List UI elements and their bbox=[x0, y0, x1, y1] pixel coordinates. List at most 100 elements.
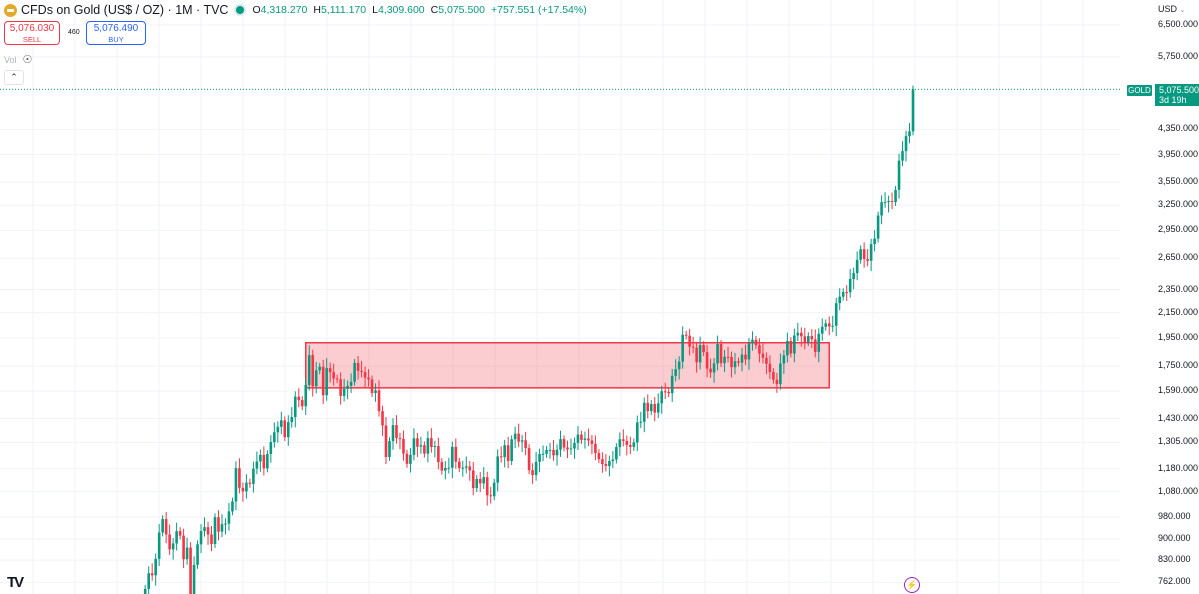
candle-body bbox=[356, 362, 360, 371]
candle-body bbox=[489, 495, 493, 497]
candle-body bbox=[590, 440, 594, 444]
candle-body bbox=[496, 456, 499, 483]
candle-body bbox=[908, 131, 911, 137]
candle-body bbox=[883, 202, 887, 204]
eye-hidden-icon[interactable]: ☉ bbox=[22, 54, 33, 66]
candle-body bbox=[485, 477, 489, 496]
candle-body bbox=[259, 454, 262, 462]
volume-label: Vol bbox=[4, 54, 17, 65]
y-tick-label: 1,590.000 bbox=[1158, 385, 1199, 396]
candle-body bbox=[238, 468, 241, 488]
candle-body bbox=[478, 478, 482, 484]
candle-body bbox=[824, 323, 828, 327]
candle-body bbox=[744, 354, 747, 360]
candle-body bbox=[234, 468, 238, 502]
candle-body bbox=[154, 558, 157, 576]
candle-body bbox=[252, 468, 255, 484]
y-tick-label: 762.000 bbox=[1158, 576, 1191, 587]
currency-selector[interactable]: USD ⌄ bbox=[1158, 4, 1185, 14]
candle-body bbox=[911, 89, 915, 132]
currency-label: USD bbox=[1158, 4, 1178, 14]
candle-body bbox=[325, 368, 328, 396]
candle-body bbox=[552, 449, 555, 456]
buy-button[interactable]: 5,076.490 BUY bbox=[86, 21, 146, 45]
candle-body bbox=[506, 445, 510, 462]
lightning-icon[interactable]: ⚡ bbox=[904, 577, 920, 593]
candle-body bbox=[730, 356, 733, 368]
candle-body bbox=[286, 422, 290, 438]
candle-body bbox=[660, 391, 664, 404]
candle-body bbox=[632, 442, 636, 447]
y-tick-label: 2,350.000 bbox=[1158, 283, 1199, 294]
tradingview-logo[interactable]: TV bbox=[7, 574, 24, 591]
candle-body bbox=[224, 523, 227, 525]
candle-body bbox=[426, 438, 430, 454]
candle-body bbox=[283, 420, 287, 438]
candle-body bbox=[695, 347, 698, 363]
gold-symbol-icon bbox=[4, 3, 17, 17]
candle-body bbox=[719, 343, 723, 364]
candle-body bbox=[691, 346, 695, 348]
candle-body bbox=[189, 547, 192, 594]
candle-body bbox=[601, 459, 604, 465]
candle-body bbox=[199, 531, 203, 545]
candle-body bbox=[852, 273, 855, 280]
candle-body bbox=[782, 355, 786, 364]
sell-button[interactable]: 5,076.030 SELL bbox=[4, 21, 60, 45]
sell-price: 5,076.030 bbox=[9, 23, 55, 34]
candle-body bbox=[810, 336, 814, 340]
candle-body bbox=[185, 547, 189, 560]
candle-body bbox=[674, 369, 677, 376]
candle-body bbox=[527, 448, 531, 471]
candle-body bbox=[629, 445, 632, 447]
spread-value: 460 bbox=[68, 29, 80, 36]
candle-body bbox=[245, 482, 248, 492]
ohlc-high: H5,111.170 bbox=[313, 4, 367, 16]
candle-body bbox=[157, 532, 161, 559]
y-tick-label: 1,750.000 bbox=[1158, 360, 1199, 371]
candle-body bbox=[880, 202, 883, 216]
candle-body bbox=[820, 326, 824, 334]
collapse-legend-button[interactable]: ⌃ bbox=[4, 70, 24, 85]
candle-body bbox=[733, 361, 737, 368]
candle-body bbox=[667, 391, 670, 394]
candle-body bbox=[827, 323, 831, 327]
y-tick-label: 2,150.000 bbox=[1158, 306, 1199, 317]
candle-body bbox=[569, 448, 573, 450]
candle-body bbox=[227, 511, 231, 524]
candle-body bbox=[688, 335, 691, 347]
candle-body bbox=[520, 440, 524, 442]
candle-body bbox=[890, 201, 894, 203]
candle-body bbox=[803, 336, 807, 343]
candle-body bbox=[374, 390, 377, 394]
candle-body bbox=[646, 402, 650, 412]
candle-body bbox=[342, 388, 346, 396]
symbol-title[interactable]: CFDs on Gold (US$ / OZ) · 1M · TVC bbox=[21, 3, 229, 17]
candle-body bbox=[855, 259, 859, 274]
candle-body bbox=[534, 461, 538, 476]
candle-body bbox=[894, 189, 897, 203]
volume-indicator[interactable]: Vol ☉ bbox=[4, 53, 32, 66]
y-tick-label: 2,650.000 bbox=[1158, 252, 1199, 263]
candle-body bbox=[513, 433, 517, 440]
candle-body bbox=[723, 356, 726, 364]
y-tick-label: 900.000 bbox=[1158, 533, 1191, 544]
candle-body bbox=[297, 396, 301, 401]
candle-body bbox=[280, 420, 283, 427]
candle-body bbox=[841, 292, 845, 297]
candle-body bbox=[576, 434, 580, 443]
y-tick-label: 1,080.000 bbox=[1158, 485, 1199, 496]
candle-body bbox=[171, 543, 175, 550]
candle-body bbox=[311, 355, 315, 387]
candle-body bbox=[192, 564, 196, 594]
candle-body bbox=[175, 531, 178, 544]
candle-body bbox=[391, 425, 395, 442]
candle-body bbox=[454, 446, 458, 462]
candle-body bbox=[538, 454, 541, 462]
candle-body bbox=[845, 292, 848, 294]
y-tick-label: 1,305.000 bbox=[1158, 436, 1199, 447]
y-tick-label: 2,950.000 bbox=[1158, 224, 1199, 235]
y-tick-label: 1,180.000 bbox=[1158, 462, 1199, 473]
candle-body bbox=[761, 353, 765, 358]
